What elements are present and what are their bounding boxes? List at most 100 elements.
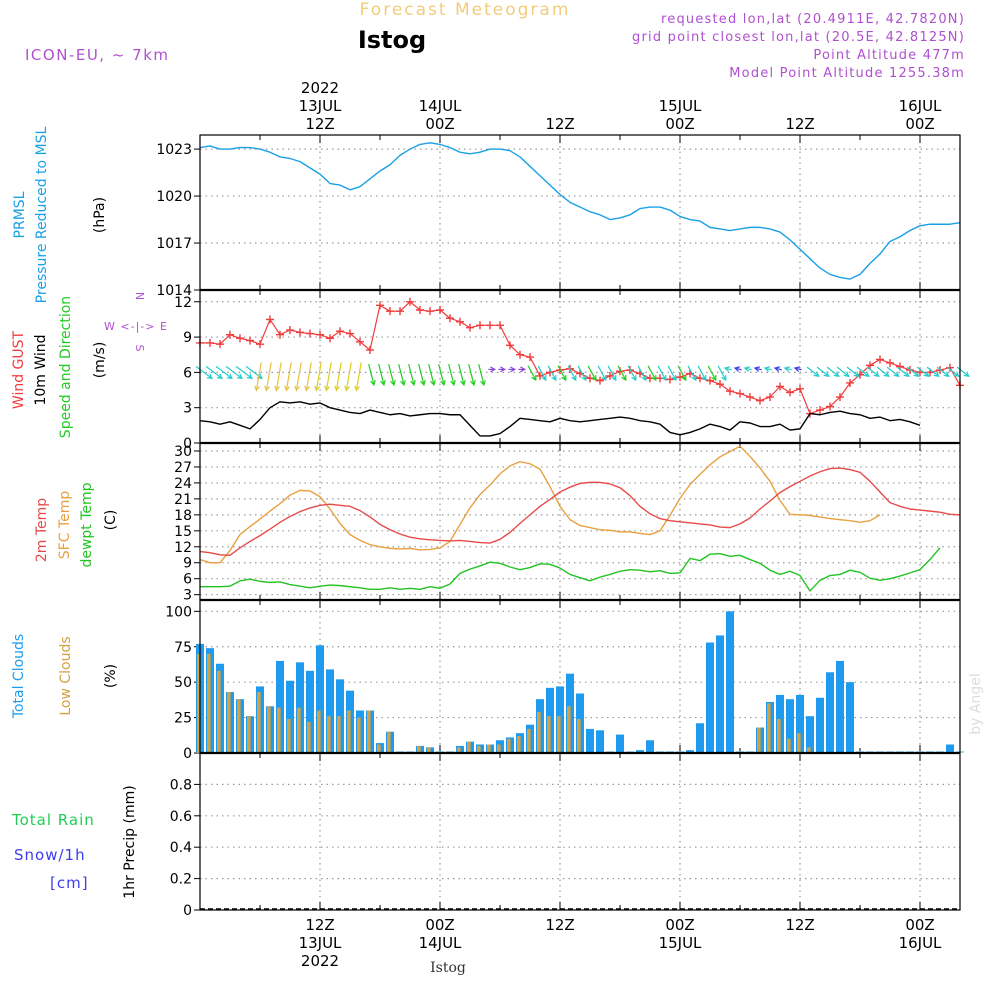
wind-direction-arrow — [448, 364, 455, 386]
wind-direction-arrowhead — [284, 385, 290, 392]
low-cloud-bar — [787, 738, 791, 753]
top-time-label: 12Z — [785, 115, 814, 133]
temp-2m-line — [199, 467, 961, 556]
low-cloud-bar — [307, 721, 311, 753]
wind-gust-point — [506, 341, 514, 350]
low-cloud-bar — [417, 745, 421, 753]
wind-10m-label: 10m Wind — [33, 334, 49, 405]
wind-direction-arrowhead — [753, 366, 760, 372]
wind-gust-point — [386, 307, 394, 316]
wind-direction-arrowhead — [671, 375, 677, 382]
total-cloud-bar — [636, 750, 644, 753]
wind-direction-arrow — [355, 362, 362, 391]
top-time-label: 2022 — [301, 79, 339, 97]
wind-gust-point — [466, 323, 474, 332]
temp-panel-labels: 2m Temp SFC Temp dewpt Temp (C) — [34, 482, 119, 567]
requested-location: requested lon,lat (20.4911E, 42.7820N) — [661, 12, 965, 27]
top-time-label: 16JUL — [899, 97, 942, 115]
low-cloud-bar — [347, 710, 351, 753]
wind-gust-point — [316, 330, 324, 339]
top-time-label: 00Z — [665, 115, 694, 133]
wind-gust-point — [736, 389, 744, 398]
bottom-time-label: 14JUL — [419, 934, 462, 952]
wind-direction-arrowhead — [571, 375, 577, 382]
total-cloud-bar — [586, 728, 594, 753]
total-cloud-bar — [806, 716, 814, 753]
total-cloud-bar — [306, 670, 314, 753]
wind-direction-arrow — [428, 364, 435, 386]
low-cloud-bar — [207, 653, 211, 753]
wind-direction-arrowhead — [611, 375, 617, 382]
wind-direction-arrow — [275, 362, 282, 391]
wind-gust-point — [346, 329, 354, 338]
wind-direction-arrowhead — [733, 366, 740, 372]
wind-gust-point — [716, 380, 724, 389]
y-tick-label: 9 — [183, 330, 192, 346]
y-tick-label: 0 — [183, 436, 192, 452]
wind-gust-point — [326, 334, 334, 343]
wind-direction-arrow — [368, 364, 375, 386]
wind-direction-arrow — [577, 365, 587, 381]
wind-direction-arrowhead — [370, 379, 376, 387]
wind-direction-arrowhead — [264, 385, 270, 392]
wind-direction-arrow — [478, 364, 485, 386]
wind-direction-arrowhead — [711, 375, 717, 382]
wind-gust-label: Wind GUST — [11, 330, 27, 409]
wind-direction-arrowhead — [500, 366, 507, 373]
top-time-label: 12Z — [305, 115, 334, 133]
wind-direction-label: Speed and Direction — [58, 296, 74, 438]
total-cloud-bar — [826, 672, 834, 753]
dewpt-temp-line — [200, 547, 941, 592]
wind-direction-arrow — [295, 362, 302, 391]
wind-direction-arrowhead — [274, 385, 280, 392]
low-cloud-bar — [767, 703, 771, 753]
wind-direction-arrowhead — [813, 371, 820, 378]
wind-gust-point — [406, 297, 414, 306]
low-cloud-bar — [357, 717, 361, 753]
wind-speed-line — [199, 401, 921, 437]
total-cloud-bar — [696, 723, 704, 753]
top-time-label: 13JUL — [299, 97, 342, 115]
y-tick-label: 0.6 — [170, 809, 192, 825]
wind-gust-point — [516, 350, 524, 359]
wind-gust-point — [356, 337, 364, 346]
wind-direction-arrowhead — [216, 373, 223, 380]
y-tick-label: 12 — [174, 295, 192, 311]
wind-gust-point — [536, 371, 544, 380]
y-tick-label: 75 — [174, 640, 192, 656]
sfc-temp-line — [199, 445, 881, 564]
wind-gust-point — [216, 340, 224, 349]
top-time-label: 12Z — [545, 115, 574, 133]
wind-direction-arrowhead — [893, 371, 900, 378]
wind-direction-arrow — [255, 362, 262, 391]
wind-gust-point — [276, 330, 284, 339]
wind-direction-arrow — [547, 365, 557, 381]
footer-station: Istog — [430, 960, 466, 976]
low-cloud-bar — [277, 707, 281, 753]
grid-point-location: grid point closest lon,lat (20.5E, 42.81… — [632, 30, 965, 45]
total-cloud-bar — [796, 694, 804, 753]
low-cloud-bar — [387, 731, 391, 753]
wind-gust-point — [816, 406, 824, 415]
bottom-time-label: 12Z — [545, 916, 574, 934]
wind-direction-arrowhead — [510, 366, 517, 373]
model-altitude: Model Point Altitude 1255.38m — [729, 66, 965, 81]
wind-direction-arrow — [876, 366, 890, 377]
wind-direction-arrowhead — [561, 375, 567, 382]
wind-direction-arrow — [946, 366, 960, 377]
wind-gust-point — [846, 378, 854, 387]
wind-direction-arrow — [687, 365, 697, 381]
wind-direction-arrow — [707, 365, 717, 381]
wind-gust-point — [236, 334, 244, 343]
wind-direction-arrow — [398, 364, 405, 386]
wind-direction-arrowhead — [246, 373, 253, 380]
wind-direction-arrowhead — [541, 375, 547, 382]
wind-direction-arrowhead — [783, 366, 790, 372]
wind-gust-point — [886, 358, 894, 367]
total-cloud-bar — [326, 669, 334, 753]
wind-direction-arrow — [607, 365, 617, 381]
total-clouds-label: Total Clouds — [11, 634, 27, 719]
wind-direction-arrowhead — [520, 366, 527, 373]
